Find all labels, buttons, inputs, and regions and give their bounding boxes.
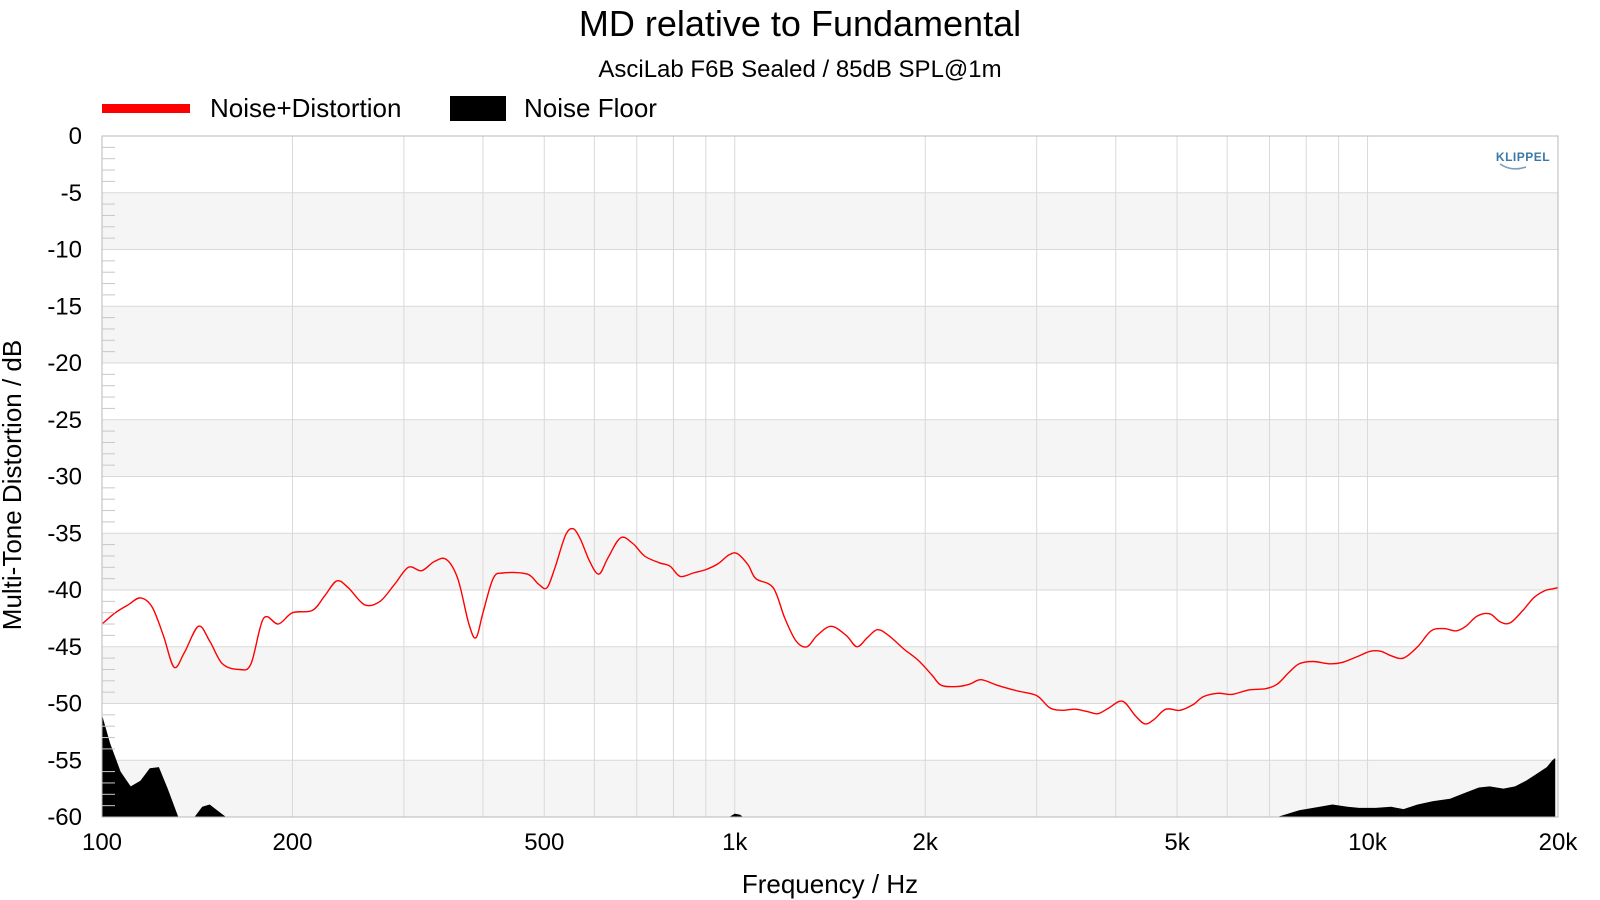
klippel-logo-text: KLIPPEL xyxy=(1496,150,1550,164)
legend-swatch-noise-distortion xyxy=(102,104,190,113)
noise-floor-area xyxy=(102,714,179,817)
minor-ticks xyxy=(102,146,115,807)
x-tick-label: 5k xyxy=(1164,829,1190,856)
y-tick-label: -35 xyxy=(47,520,82,547)
plot-band xyxy=(102,590,1558,647)
plot-band xyxy=(102,533,1558,590)
noise-floor-area xyxy=(729,813,743,817)
y-tick-label: -10 xyxy=(47,237,82,264)
plot-frame xyxy=(101,135,1559,818)
x-tick-label: 200 xyxy=(272,829,312,856)
x-tick-label: 100 xyxy=(82,829,122,856)
y-tick-label: 0 xyxy=(69,123,82,150)
chart-title: MD relative to Fundamental xyxy=(579,3,1021,44)
x-tick-label: 2k xyxy=(913,829,939,856)
noise-floor-area xyxy=(194,804,226,817)
y-tick-label: -20 xyxy=(47,350,82,377)
x-tick-label: 10k xyxy=(1348,829,1388,856)
plot-background xyxy=(102,136,1558,817)
klippel-logo-swoosh xyxy=(1499,163,1527,170)
y-axis-label: Multi-Tone Distortion / dB xyxy=(0,340,27,630)
series-layer xyxy=(101,527,1559,817)
plot-band xyxy=(102,703,1558,761)
plot-band xyxy=(102,192,1558,250)
legend-label-noise-distortion: Noise+Distortion xyxy=(210,93,401,123)
y-tick-label: -25 xyxy=(47,407,82,434)
x-tick-label: 20k xyxy=(1539,829,1579,856)
noise-floor-area xyxy=(1277,758,1556,817)
y-tick-label: -5 xyxy=(61,180,82,207)
noise-distortion-line xyxy=(101,527,1559,725)
grid xyxy=(102,135,1558,818)
legend-label-noise-floor: Noise Floor xyxy=(524,93,657,123)
plot-band xyxy=(102,646,1558,704)
plot-band xyxy=(102,306,1558,363)
y-tick-label: -60 xyxy=(47,804,82,831)
y-tick-label: -30 xyxy=(47,464,82,491)
plot-band xyxy=(102,136,1558,193)
plot-band xyxy=(102,419,1558,477)
klippel-logo: KLIPPEL xyxy=(1496,150,1550,170)
plot-band xyxy=(102,476,1558,534)
plot-band xyxy=(102,249,1558,307)
plot-band xyxy=(102,363,1558,420)
y-tick-label: -40 xyxy=(47,577,82,604)
y-tick-label: -15 xyxy=(47,293,82,320)
x-tick-label: 1k xyxy=(722,829,748,856)
x-axis-label: Frequency / Hz xyxy=(742,869,918,899)
y-tick-label: -50 xyxy=(47,691,82,718)
chart-subtitle: AsciLab F6B Sealed / 85dB SPL@1m xyxy=(598,56,1001,83)
legend: Noise+Distortion Noise Floor xyxy=(102,93,657,123)
y-tick-label: -55 xyxy=(47,747,82,774)
legend-swatch-noise-floor xyxy=(450,96,506,121)
x-tick-label: 500 xyxy=(524,829,564,856)
y-tick-label: -45 xyxy=(47,634,82,661)
